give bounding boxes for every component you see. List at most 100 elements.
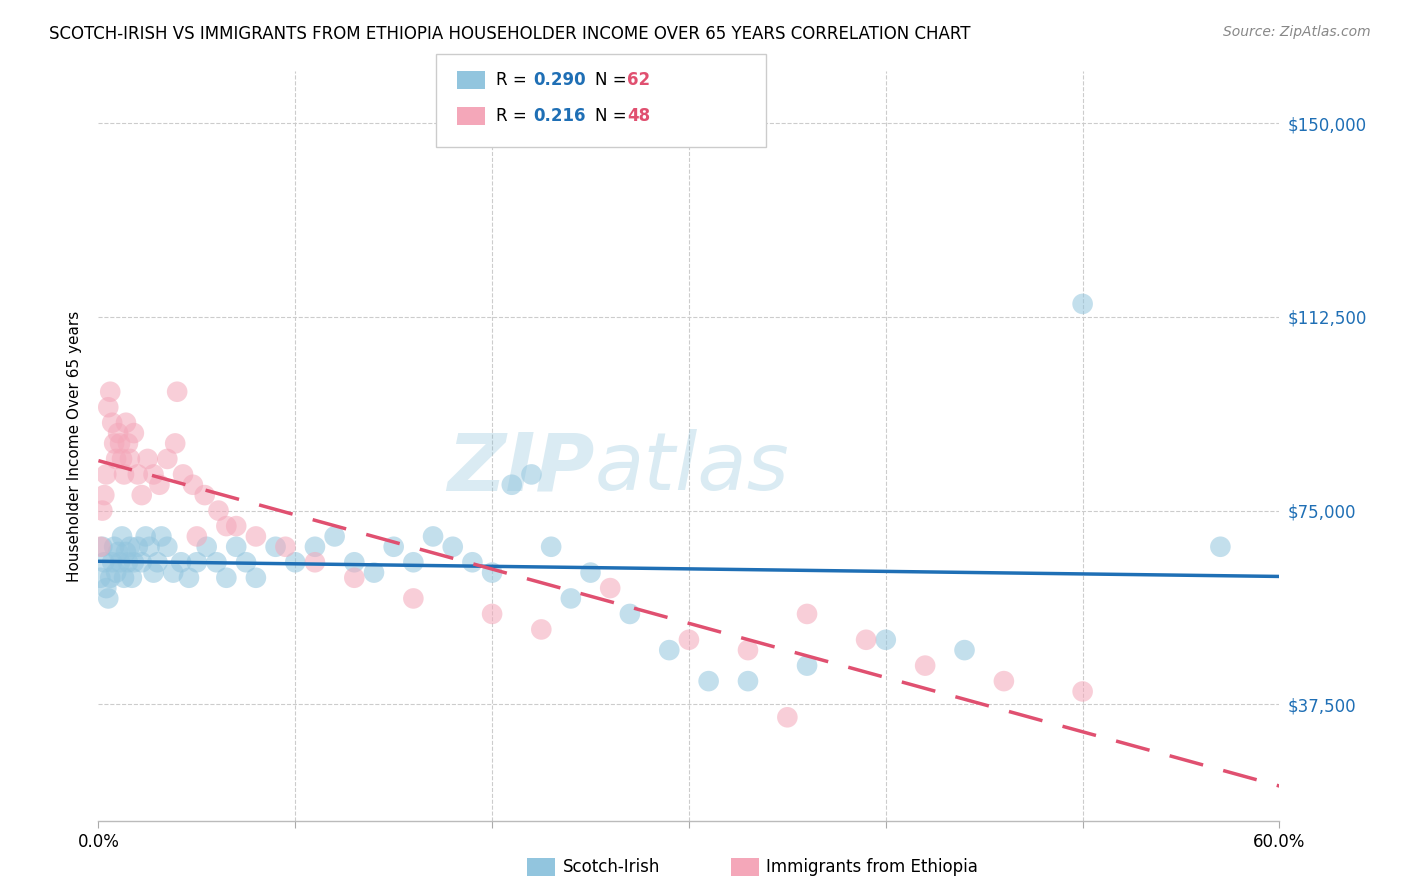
Point — [117, 555, 139, 569]
Point — [993, 674, 1015, 689]
Point — [225, 540, 247, 554]
Point — [520, 467, 543, 482]
Point — [107, 545, 129, 559]
Point — [170, 555, 193, 569]
Point — [96, 581, 118, 595]
Point — [776, 710, 799, 724]
Point — [103, 540, 125, 554]
Point — [118, 451, 141, 466]
Point — [855, 632, 877, 647]
Point — [148, 477, 170, 491]
Text: atlas: atlas — [595, 429, 789, 508]
Point — [107, 426, 129, 441]
Point — [91, 503, 114, 517]
Point — [108, 555, 131, 569]
Point — [343, 555, 366, 569]
Point — [560, 591, 582, 606]
Point — [953, 643, 976, 657]
Text: 0.290: 0.290 — [533, 71, 585, 89]
Point — [1071, 684, 1094, 698]
Point — [98, 571, 121, 585]
Text: N =: N = — [595, 71, 631, 89]
Point — [142, 566, 165, 580]
Point — [235, 555, 257, 569]
Point — [121, 571, 143, 585]
Point — [165, 436, 187, 450]
Point — [138, 540, 160, 554]
Point — [875, 632, 897, 647]
Point — [135, 529, 157, 543]
Text: ZIP: ZIP — [447, 429, 595, 508]
Point — [115, 416, 138, 430]
Point — [131, 555, 153, 569]
Point — [540, 540, 562, 554]
Point — [181, 477, 204, 491]
Point — [461, 555, 484, 569]
Point — [225, 519, 247, 533]
Point — [166, 384, 188, 399]
Point — [156, 451, 179, 466]
Point — [796, 607, 818, 621]
Point — [156, 540, 179, 554]
Point — [796, 658, 818, 673]
Point — [122, 426, 145, 441]
Point — [118, 540, 141, 554]
Point — [737, 674, 759, 689]
Point — [207, 503, 229, 517]
Point — [264, 540, 287, 554]
Point — [1071, 297, 1094, 311]
Point — [914, 658, 936, 673]
Point — [142, 467, 165, 482]
Point — [127, 467, 149, 482]
Point — [619, 607, 641, 621]
Point — [93, 555, 115, 569]
Point — [177, 571, 200, 585]
Point — [89, 540, 111, 554]
Text: Source: ZipAtlas.com: Source: ZipAtlas.com — [1223, 25, 1371, 39]
Point — [115, 545, 138, 559]
Point — [150, 529, 173, 543]
Point — [122, 555, 145, 569]
Point — [103, 436, 125, 450]
Point — [599, 581, 621, 595]
Point — [304, 540, 326, 554]
Point — [111, 529, 134, 543]
Text: N =: N = — [595, 107, 631, 125]
Point — [481, 607, 503, 621]
Point — [274, 540, 297, 554]
Text: R =: R = — [496, 107, 533, 125]
Point — [194, 488, 217, 502]
Point — [98, 384, 121, 399]
Text: 0.216: 0.216 — [533, 107, 585, 125]
Point — [93, 488, 115, 502]
Point — [215, 571, 238, 585]
Text: Immigrants from Ethiopia: Immigrants from Ethiopia — [766, 858, 979, 876]
Point — [402, 555, 425, 569]
Point — [678, 632, 700, 647]
Point — [658, 643, 681, 657]
Point — [205, 555, 228, 569]
Point — [481, 566, 503, 580]
Point — [737, 643, 759, 657]
Text: 48: 48 — [627, 107, 650, 125]
Point — [146, 555, 169, 569]
Point — [97, 401, 120, 415]
Point — [1209, 540, 1232, 554]
Point — [117, 436, 139, 450]
Point — [127, 540, 149, 554]
Point — [422, 529, 444, 543]
Point — [697, 674, 720, 689]
Text: R =: R = — [496, 71, 533, 89]
Text: 62: 62 — [627, 71, 650, 89]
Text: Scotch-Irish: Scotch-Irish — [562, 858, 659, 876]
Point — [245, 529, 267, 543]
Point — [108, 436, 131, 450]
Point — [363, 566, 385, 580]
Point — [101, 416, 124, 430]
Point — [131, 488, 153, 502]
Point — [105, 451, 128, 466]
Point — [402, 591, 425, 606]
Point — [97, 591, 120, 606]
Point — [304, 555, 326, 569]
Point — [89, 571, 111, 585]
